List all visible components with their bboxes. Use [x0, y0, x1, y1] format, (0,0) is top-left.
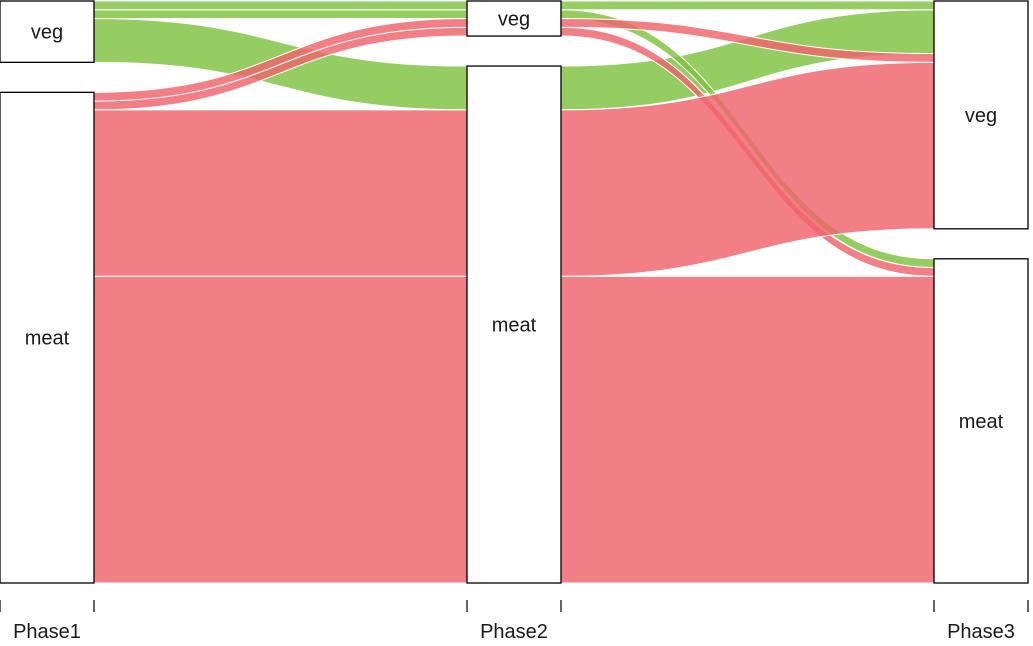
node-label-Phase3-veg: veg [965, 105, 997, 127]
flow-veg-veg-meat-1 [93, 9, 468, 20]
node-label-Phase2-meat: meat [492, 315, 537, 337]
axis-label-Phase2: Phase2 [480, 621, 548, 643]
nodes-layer: veg meat veg meat veg meat [0, 0, 1029, 584]
flows-layer [93, 0, 935, 584]
flow-veg-veg-veg-1 [93, 0, 468, 11]
node-Phase1-veg [0, 0, 95, 63]
node-label-Phase1-veg: veg [31, 22, 63, 44]
x-axis: Phase1 Phase2 Phase3 [0, 600, 1029, 643]
node-Phase2-veg [466, 0, 562, 37]
node-Phase1-meat [0, 91, 95, 584]
node-label-Phase3-meat: meat [959, 411, 1004, 433]
node-Phase3-veg [933, 0, 1029, 230]
flow-meat-meat-veg-1 [93, 109, 468, 277]
node-Phase2-meat [466, 65, 562, 584]
node-label-Phase2-veg: veg [498, 9, 530, 31]
node-Phase3-meat [933, 258, 1029, 584]
node-label-Phase1-meat: meat [25, 328, 70, 350]
flow-veg-veg-veg-2 [560, 0, 935, 11]
flow-meat-meat-meat-2 [560, 275, 935, 584]
axis-label-Phase3: Phase3 [947, 621, 1015, 643]
flow-meat-meat-meat-1 [93, 275, 468, 584]
axis-label-Phase1: Phase1 [13, 621, 81, 643]
